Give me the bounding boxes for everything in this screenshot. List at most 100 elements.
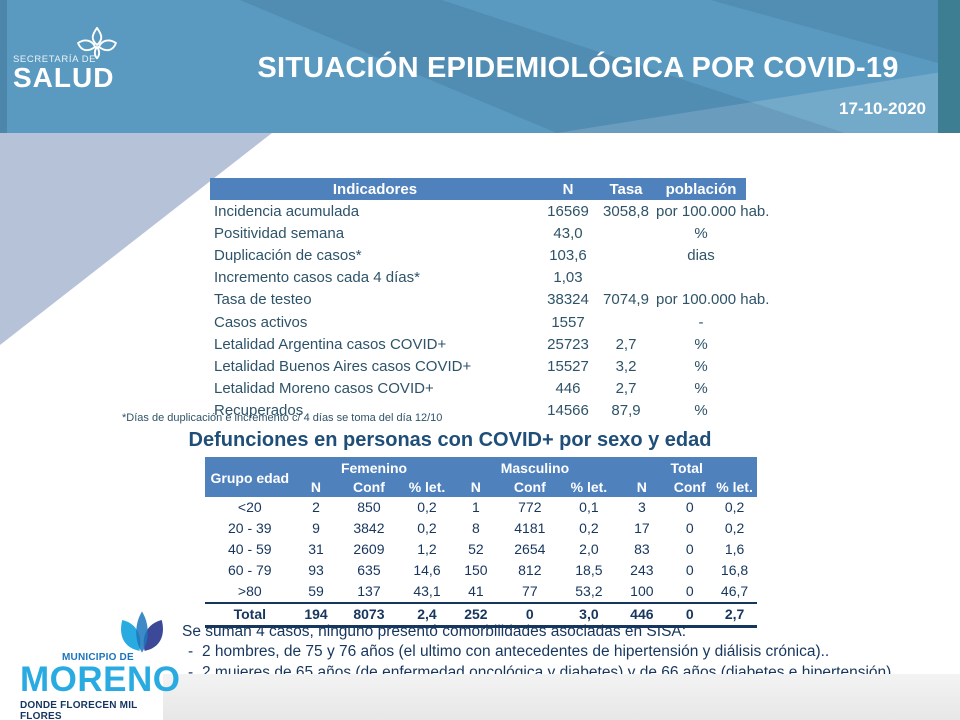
footnote: *Días de duplicación e incremento c/ 4 d…: [122, 412, 443, 424]
table-cell: 87,9: [611, 402, 641, 420]
table-cell: -: [698, 313, 704, 331]
table-cell: 59: [308, 583, 324, 599]
table-cell: 8: [471, 520, 480, 536]
table-cell: [596, 311, 656, 333]
table-cell: 0,1: [579, 499, 599, 515]
table-cell: 31: [308, 541, 324, 557]
table-cell: 9: [312, 520, 320, 536]
table-cell: Incidencia acumulada: [214, 202, 360, 220]
table-cell: 0,2: [417, 499, 437, 515]
table-cell: 0: [685, 520, 694, 536]
deaths-table: Grupo edad Femenino Masculino Total N Co…: [205, 457, 757, 628]
column-header: población: [656, 178, 746, 200]
table-cell: 194: [294, 601, 338, 628]
table-row: 20 - 39 9 3842 0,2 8 4181 0,2 17 0 0,2: [205, 518, 757, 539]
column-header: Conf: [498, 477, 562, 497]
table-cell: 3: [637, 499, 646, 515]
table-cell: 3,0: [561, 601, 617, 628]
table-cell: Total: [205, 601, 295, 628]
note-text: 2 hombres, de 75 y 76 años (el ultimo co…: [202, 643, 830, 661]
table-cell: 46,7: [720, 583, 749, 599]
table-row: Recuperados 14566 87,9%: [210, 400, 746, 422]
table-cell: Tasa de testeo: [214, 291, 312, 309]
moreno-logo-tagline: DONDE FLORECEN MIL FLORES: [20, 700, 138, 720]
table-row: Letalidad Moreno casos COVID+ 446 2,7%: [210, 378, 746, 400]
table-cell: 43,0: [553, 224, 583, 242]
secretaria-salud-logo: SECRETARÍA DE SALUD: [13, 26, 143, 94]
table-cell: 0,2: [417, 520, 437, 536]
moreno-logo-big-text: MORENO: [20, 660, 181, 699]
table-cell: 446: [616, 601, 668, 628]
table-cell: 41: [468, 583, 484, 599]
column-header: N: [540, 178, 596, 200]
table-cell: 77: [522, 583, 538, 599]
table-cell: 0: [667, 601, 713, 628]
table-cell: 0: [498, 601, 562, 628]
table-cell: 14,6: [413, 562, 441, 578]
table-cell: 38324: [547, 291, 589, 309]
column-header: % let.: [400, 477, 454, 497]
bullet-dash: -: [188, 643, 194, 661]
page-title: SITUACIÓN EPIDEMIOLÓGICA POR COVID-19: [257, 52, 899, 84]
table-row: Positividad semana 43,0%: [210, 222, 746, 244]
table-cell: <20: [237, 499, 262, 515]
table-cell: 18,5: [575, 562, 603, 578]
table-cell: %: [694, 224, 708, 242]
municipio-moreno-logo: MUNICIPIO DE MORENO DONDE FLORECEN MIL F…: [20, 608, 181, 720]
table-cell: 2609: [353, 541, 385, 557]
table-cell: 137: [357, 583, 381, 599]
notes-intro: Se suman 4 casos, ninguno presentó comor…: [182, 623, 687, 640]
table-cell: 252: [453, 601, 499, 628]
table-cell: Duplicación de casos*: [214, 246, 362, 264]
table-cell: 16,8: [720, 562, 749, 578]
table-cell: 3058,8: [603, 202, 649, 220]
deaths-subheader-row: N Conf % let. N Conf % let. N Conf % let…: [205, 477, 757, 497]
bottom-gray-band: [163, 674, 960, 720]
table-row: >80 59 137 43,1 41 77 53,2 100 0 46,7: [205, 581, 757, 603]
salud-flower-icon: [75, 26, 119, 67]
table-cell: 812: [518, 562, 542, 578]
table-row: Letalidad Argentina casos COVID+ 25723 2,7…: [210, 333, 746, 355]
table-cell: 1,2: [417, 541, 437, 557]
table-cell: 0,2: [724, 499, 745, 515]
table-cell: 243: [630, 562, 654, 578]
table-cell: 2,0: [579, 541, 599, 557]
column-header: N: [294, 477, 338, 497]
column-group-femenino: Femenino: [294, 457, 454, 478]
moreno-flower-icon: [115, 608, 169, 661]
table-cell: 0,2: [724, 520, 745, 536]
table-cell: 93: [308, 562, 324, 578]
table-cell: 2654: [514, 541, 546, 557]
table-cell: 150: [464, 562, 488, 578]
table-cell: 100: [630, 583, 654, 599]
table-cell: Letalidad Buenos Aires casos COVID+: [214, 357, 472, 375]
table-cell: [596, 267, 656, 289]
table-cell: 635: [357, 562, 381, 578]
deaths-section-title: Defunciones en personas con COVID+ por s…: [188, 429, 712, 451]
table-cell: 15527: [547, 357, 589, 375]
table-cell: 2,7: [712, 601, 757, 628]
indicators-header-row: Indicadores N Tasa población: [210, 178, 746, 200]
table-cell: 3842: [353, 520, 385, 536]
table-cell: Recuperados: [214, 402, 304, 420]
table-cell: 16569: [547, 202, 589, 220]
moreno-logo-small-text: MUNICIPIO DE: [62, 652, 134, 663]
table-row: <20 2 850 0,2 1 772 0,1 3 0 0,2: [205, 497, 757, 518]
table-row: Tasa de testeo 38324 7074,9 por 100.000 hab…: [210, 289, 770, 311]
table-cell: 14566: [547, 402, 589, 420]
table-row: Incremento casos cada 4 días* 1,03: [210, 267, 746, 289]
table-cell: 40 - 59: [228, 541, 272, 557]
column-group-total: Total: [616, 457, 757, 478]
table-cell: 0: [685, 499, 694, 515]
table-row: Incidencia acumulada 16569 3058,8 por 100.0…: [210, 200, 769, 222]
column-header: Tasa: [596, 178, 656, 200]
header-teal-bar: [938, 0, 960, 133]
column-header: N: [616, 477, 668, 497]
column-header: % let.: [712, 477, 757, 497]
table-cell: Casos activos: [214, 313, 308, 331]
table-cell: por 100.000 hab.: [656, 291, 770, 309]
salud-logo-small-text: SECRETARÍA DE: [13, 54, 97, 65]
table-cell: Incremento casos cada 4 días*: [214, 269, 420, 287]
table-cell: 7074,9: [603, 291, 649, 309]
